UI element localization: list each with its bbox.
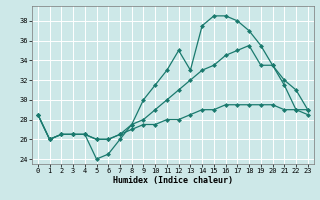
- X-axis label: Humidex (Indice chaleur): Humidex (Indice chaleur): [113, 176, 233, 185]
